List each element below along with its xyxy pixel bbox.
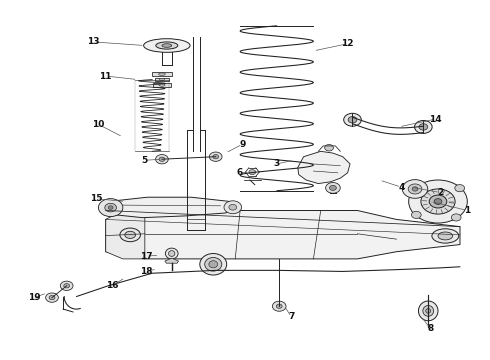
- Circle shape: [348, 117, 357, 123]
- Circle shape: [108, 206, 113, 210]
- Text: 3: 3: [273, 159, 280, 168]
- Ellipse shape: [162, 44, 172, 47]
- Circle shape: [402, 180, 428, 198]
- Ellipse shape: [144, 39, 190, 52]
- Text: 9: 9: [240, 140, 246, 149]
- Ellipse shape: [438, 232, 453, 240]
- Circle shape: [49, 296, 55, 300]
- Polygon shape: [165, 258, 178, 263]
- Text: 10: 10: [92, 120, 104, 129]
- Circle shape: [421, 189, 455, 214]
- Ellipse shape: [205, 257, 222, 271]
- Circle shape: [105, 203, 117, 212]
- Circle shape: [415, 121, 432, 134]
- Text: 15: 15: [90, 194, 102, 203]
- Bar: [153, 83, 171, 87]
- Ellipse shape: [169, 251, 175, 256]
- Ellipse shape: [120, 228, 141, 242]
- Text: 17: 17: [140, 252, 152, 261]
- Ellipse shape: [165, 248, 178, 259]
- Circle shape: [325, 144, 333, 151]
- Ellipse shape: [125, 231, 136, 238]
- Bar: [152, 72, 171, 76]
- Ellipse shape: [423, 306, 434, 316]
- Ellipse shape: [209, 261, 218, 268]
- Circle shape: [330, 185, 336, 190]
- Text: 2: 2: [437, 188, 443, 197]
- Circle shape: [451, 214, 461, 221]
- Circle shape: [415, 182, 425, 189]
- Text: 1: 1: [464, 206, 470, 215]
- Circle shape: [455, 185, 465, 192]
- Polygon shape: [106, 211, 460, 259]
- Ellipse shape: [200, 253, 227, 275]
- Text: 19: 19: [27, 293, 40, 302]
- Text: 12: 12: [342, 39, 354, 48]
- Circle shape: [408, 184, 422, 194]
- Ellipse shape: [426, 309, 431, 313]
- Text: 18: 18: [140, 267, 152, 276]
- Text: 11: 11: [99, 72, 112, 81]
- Text: 14: 14: [429, 114, 442, 123]
- Ellipse shape: [156, 42, 178, 49]
- Circle shape: [412, 187, 418, 191]
- Polygon shape: [106, 211, 145, 259]
- Text: 6: 6: [237, 168, 243, 177]
- Circle shape: [412, 211, 421, 219]
- Circle shape: [98, 199, 123, 217]
- Bar: [155, 78, 169, 81]
- Circle shape: [276, 304, 282, 309]
- Circle shape: [343, 113, 361, 126]
- Polygon shape: [101, 197, 240, 218]
- Ellipse shape: [159, 73, 165, 76]
- Circle shape: [419, 124, 428, 130]
- Circle shape: [46, 293, 58, 302]
- Ellipse shape: [418, 301, 438, 321]
- Circle shape: [409, 180, 467, 223]
- Circle shape: [429, 195, 447, 208]
- Circle shape: [60, 281, 73, 291]
- Polygon shape: [298, 151, 350, 184]
- Text: 7: 7: [288, 312, 294, 321]
- Circle shape: [213, 154, 219, 159]
- Ellipse shape: [159, 84, 165, 86]
- Circle shape: [224, 201, 242, 214]
- Circle shape: [249, 170, 256, 175]
- Circle shape: [159, 157, 165, 161]
- Circle shape: [64, 284, 70, 288]
- Circle shape: [326, 183, 340, 193]
- Ellipse shape: [432, 229, 459, 243]
- Circle shape: [209, 152, 222, 161]
- Circle shape: [229, 204, 237, 210]
- Text: 13: 13: [87, 37, 100, 46]
- Circle shape: [156, 154, 168, 164]
- Circle shape: [434, 199, 442, 204]
- Text: 16: 16: [106, 281, 119, 290]
- Ellipse shape: [159, 78, 165, 81]
- Circle shape: [272, 301, 286, 311]
- Text: 8: 8: [428, 324, 434, 333]
- Text: 4: 4: [398, 183, 405, 192]
- Text: 5: 5: [142, 156, 148, 165]
